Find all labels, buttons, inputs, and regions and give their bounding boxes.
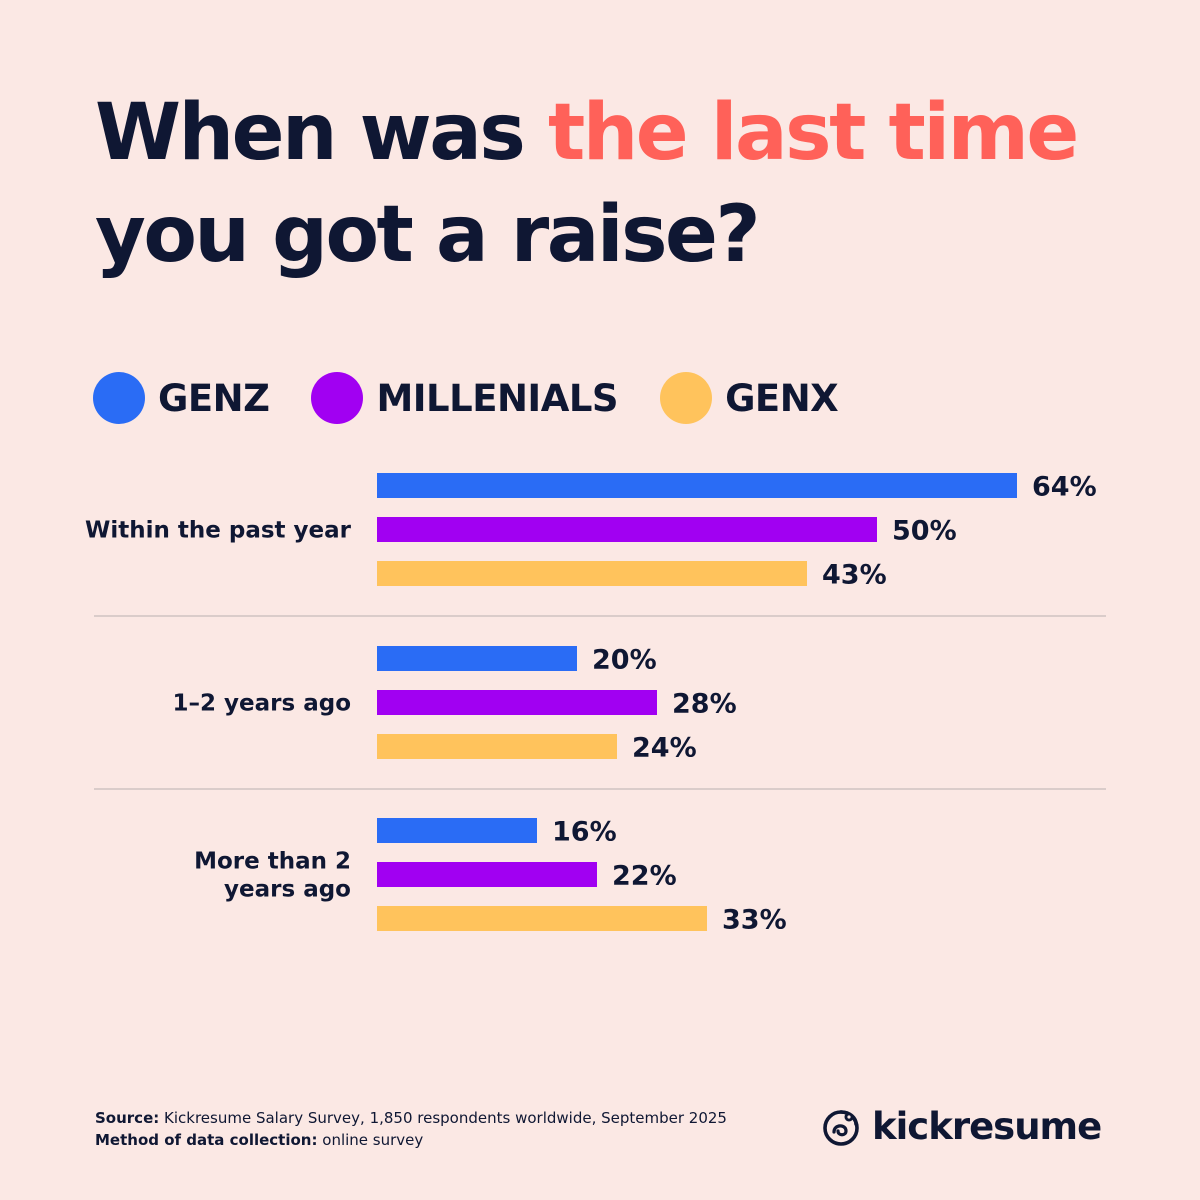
bar-genz-0	[377, 473, 1017, 498]
value-label: 28%	[672, 689, 737, 720]
value-label: 43%	[822, 560, 887, 591]
legend-dot-genz	[93, 372, 145, 424]
brand-name: kickresume	[872, 1104, 1102, 1148]
method-label: Method of data collection:	[95, 1131, 318, 1149]
value-label: 22%	[612, 861, 677, 892]
bar-genx-0	[377, 561, 807, 586]
bar-genx-1	[377, 734, 617, 759]
legend-dot-millenials	[311, 372, 364, 424]
title-part-2: you got a raise?	[95, 190, 761, 280]
source-line: Source: Kickresume Salary Survey, 1,850 …	[95, 1107, 727, 1129]
legend-label-genz: GENZ	[158, 376, 270, 420]
title-accent: the last time	[547, 88, 1079, 178]
source-text: Kickresume Salary Survey, 1,850 responde…	[164, 1109, 727, 1127]
value-label: 33%	[722, 905, 787, 936]
method-text: online survey	[322, 1131, 424, 1149]
bar-millenials-2	[377, 862, 597, 887]
legend: GENZ MILLENIALS GENX	[93, 372, 880, 424]
brand-logo: kickresume	[820, 1104, 1102, 1148]
bar-genz-1	[377, 646, 577, 671]
bar-millenials-0	[377, 517, 877, 542]
value-label: 20%	[592, 645, 657, 676]
legend-item-millenials: MILLENIALS	[311, 372, 619, 424]
legend-item-genx: GENX	[660, 372, 839, 424]
category-label: Within the past year	[85, 518, 352, 544]
bar-millenials-1	[377, 690, 657, 715]
bar-chart: Within the past year 64% 50%43% 1–2 years a…	[85, 472, 1106, 936]
value-label: 50%	[892, 516, 957, 547]
legend-dot-genx	[660, 372, 713, 424]
bar-genx-2	[377, 906, 707, 931]
value-label: 64%	[1032, 472, 1097, 503]
legend-label-millenials: MILLENIALS	[376, 376, 619, 420]
legend-label-genx: GENX	[725, 376, 839, 420]
chart-title: When was the last time you got a raise?	[95, 82, 1079, 286]
kickresume-logo-icon	[823, 1110, 859, 1146]
value-label: 16%	[552, 817, 617, 848]
bar-genz-2	[377, 818, 537, 843]
footer: Source: Kickresume Salary Survey, 1,850 …	[95, 1107, 727, 1151]
source-label: Source:	[95, 1109, 160, 1127]
value-label: 24%	[632, 733, 697, 764]
title-part-1: When was	[95, 88, 548, 178]
legend-item-genz: GENZ	[93, 372, 270, 424]
category-label: More than 2 years ago	[194, 849, 351, 903]
method-line: Method of data collection: online survey	[95, 1129, 727, 1151]
category-label: 1–2 years ago	[173, 691, 351, 717]
